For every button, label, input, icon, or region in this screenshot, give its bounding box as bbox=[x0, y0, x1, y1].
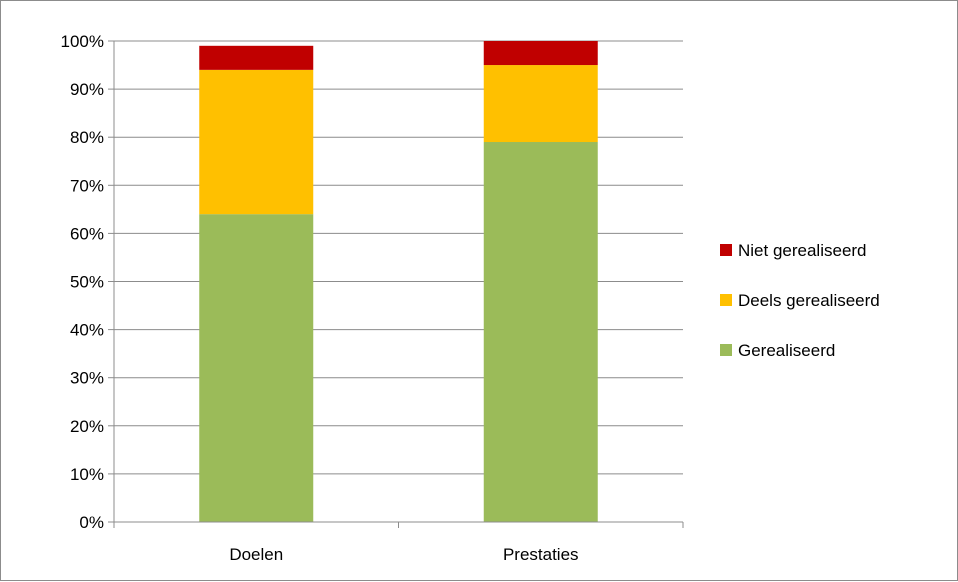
legend-swatch bbox=[720, 294, 732, 306]
x-category-label: Prestaties bbox=[503, 545, 579, 564]
bar-segment-niet-gerealiseerd bbox=[483, 41, 598, 66]
x-category-label: Doelen bbox=[229, 545, 283, 564]
legend-swatch bbox=[720, 344, 732, 356]
legend: Niet gerealiseerd Deels gerealiseerd Gerea… bbox=[720, 241, 880, 360]
bar-segment-niet-gerealiseerd bbox=[199, 45, 314, 70]
legend-label: Deels gerealiseerd bbox=[738, 291, 880, 310]
y-tick-label: 60% bbox=[70, 224, 104, 243]
legend-label: Niet gerealiseerd bbox=[738, 241, 867, 260]
y-tick-label: 20% bbox=[70, 417, 104, 436]
axes: 0% 10% 20% 30% 40% 50% 60% 70% 80% 90% 100% Doelen P… bbox=[61, 32, 684, 564]
legend-label: Gerealiseerd bbox=[738, 341, 835, 360]
bar-segment-deels-gerealiseerd bbox=[483, 65, 598, 143]
y-tick-label: 10% bbox=[70, 465, 104, 484]
bars bbox=[199, 41, 598, 522]
legend-swatch bbox=[720, 244, 732, 256]
y-tick-label: 30% bbox=[70, 369, 104, 388]
y-tick-label: 90% bbox=[70, 80, 104, 99]
bar-segment-deels-gerealiseerd bbox=[199, 69, 314, 215]
bar-segment-gerealiseerd bbox=[483, 142, 598, 522]
bar-segment-gerealiseerd bbox=[199, 214, 314, 522]
y-tick-label: 0% bbox=[79, 513, 104, 532]
y-tick-label: 80% bbox=[70, 128, 104, 147]
y-tick-label: 40% bbox=[70, 321, 104, 340]
y-tick-label: 70% bbox=[70, 176, 104, 195]
y-tick-label: 50% bbox=[70, 273, 104, 292]
y-tick-label: 100% bbox=[61, 32, 104, 51]
